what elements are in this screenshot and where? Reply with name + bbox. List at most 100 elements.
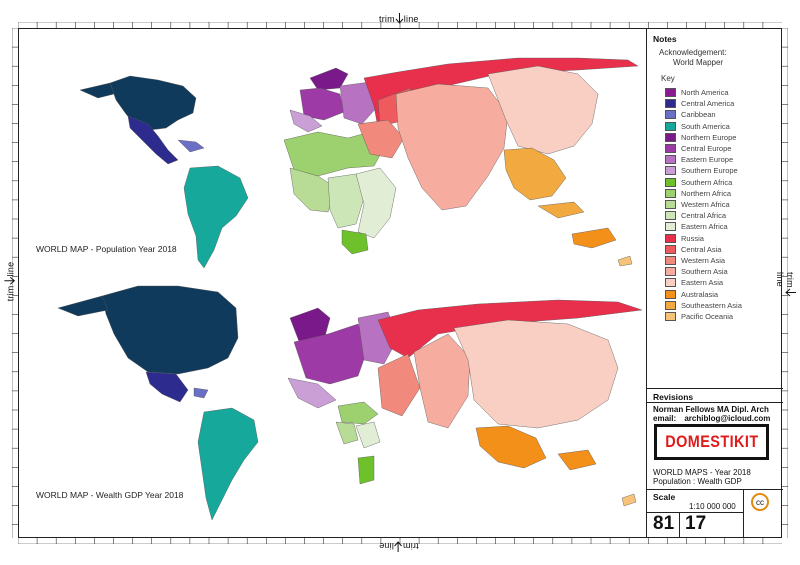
region-central-america bbox=[127, 115, 179, 165]
region-southeastern-asia-gdp bbox=[475, 425, 547, 469]
region-central-europe-gdp bbox=[293, 323, 369, 385]
key-swatch bbox=[665, 200, 676, 209]
key-swatch bbox=[665, 121, 676, 131]
region-northern-europe bbox=[309, 67, 349, 91]
creative-commons-icon: cc bbox=[751, 493, 769, 511]
project-subtitle: Population : Wealth GDP bbox=[653, 477, 742, 486]
region-southeastern-asia-islands bbox=[537, 201, 585, 219]
region-northern-europe-gdp bbox=[289, 307, 331, 345]
scale-value: 1:10 000 000 bbox=[689, 502, 736, 511]
key-swatch bbox=[665, 99, 676, 109]
population-map-caption: WORLD MAP - Population Year 2018 bbox=[36, 244, 177, 254]
key-swatch bbox=[665, 166, 676, 176]
key-label: Eastern Europe bbox=[681, 155, 734, 165]
region-southeastern-asia bbox=[503, 147, 567, 201]
acknowledgement-source: World Mapper bbox=[673, 58, 724, 67]
key-item: Pacific Oceania bbox=[665, 312, 733, 321]
trim-label-right: trimline bbox=[775, 272, 796, 301]
divider bbox=[647, 402, 783, 403]
key-label: Pacific Oceania bbox=[681, 312, 734, 321]
key-swatch bbox=[665, 177, 676, 187]
key-label: Western Africa bbox=[681, 200, 730, 209]
divider bbox=[743, 489, 744, 538]
notes-title: Notes bbox=[653, 34, 677, 44]
region-eastern-africa bbox=[355, 167, 397, 239]
key-label: Southeastern Asia bbox=[681, 300, 742, 310]
region-western-africa-gdp bbox=[335, 421, 359, 445]
region-eastern-africa-gdp bbox=[355, 421, 381, 449]
key-item: Southern Europe bbox=[665, 166, 738, 176]
key-swatch bbox=[665, 188, 676, 198]
region-southern-europe-gdp bbox=[287, 377, 337, 409]
key-item: Australasia bbox=[665, 289, 719, 299]
logo-text: DOMESTIKIT bbox=[664, 432, 759, 451]
author-name: Norman Fellows MA Dipl. Arch bbox=[653, 405, 769, 414]
key-label: Western Asia bbox=[681, 256, 726, 265]
key-swatch bbox=[665, 289, 676, 299]
divider bbox=[647, 388, 783, 389]
drawing-frame bbox=[18, 28, 782, 538]
divider bbox=[647, 512, 743, 513]
region-eastern-asia-gdp bbox=[453, 319, 619, 429]
divider bbox=[679, 512, 680, 538]
region-northern-africa-gdp bbox=[337, 401, 379, 425]
region-eastern-asia bbox=[487, 65, 599, 155]
region-southern-asia bbox=[395, 83, 509, 211]
key-title: Key bbox=[661, 74, 675, 83]
key-item: Western Africa bbox=[665, 200, 730, 209]
key-item: Northern Europe bbox=[665, 132, 737, 142]
region-southern-europe bbox=[289, 109, 323, 133]
key-swatch bbox=[665, 155, 676, 165]
key-label: Caribbean bbox=[681, 110, 716, 120]
region-north-america-gdp bbox=[101, 285, 239, 375]
key-item: Southeastern Asia bbox=[665, 300, 742, 310]
key-swatch bbox=[665, 132, 676, 142]
key-item: North America bbox=[665, 88, 729, 97]
key-label: Central Asia bbox=[681, 244, 722, 254]
map-panel: WORLD MAP - Population Year 2018 WORLD M… bbox=[18, 28, 646, 538]
region-eastern-europe bbox=[339, 81, 379, 125]
key-swatch bbox=[665, 144, 676, 153]
key-swatch bbox=[665, 88, 676, 97]
key-swatch bbox=[665, 110, 676, 120]
cartogram-maps bbox=[57, 57, 643, 521]
key-label: Southern Asia bbox=[681, 267, 728, 277]
ruler-right bbox=[782, 28, 788, 538]
domestikit-logo: DOMESTIKIT bbox=[654, 424, 769, 460]
key-item: Central Asia bbox=[665, 244, 722, 254]
key-swatch bbox=[665, 267, 676, 277]
region-western-asia-gdp bbox=[377, 353, 421, 417]
acknowledgement-label: Acknowledgement: bbox=[659, 48, 727, 57]
region-australasia-gdp bbox=[557, 449, 597, 471]
region-south-america bbox=[183, 165, 249, 269]
email-row: email: archiblog@icloud.com bbox=[653, 414, 770, 423]
key-item: Northern Africa bbox=[665, 188, 731, 198]
scale-title: Scale bbox=[653, 492, 676, 502]
key-swatch bbox=[665, 300, 676, 310]
key-item: Southern Asia bbox=[665, 267, 728, 277]
key-swatch bbox=[665, 278, 676, 288]
region-central-america-gdp bbox=[145, 371, 189, 403]
key-item: Eastern Asia bbox=[665, 278, 723, 288]
key-item: Western Asia bbox=[665, 256, 725, 265]
region-alaska-gdp bbox=[57, 295, 109, 317]
key-item: Southern Africa bbox=[665, 177, 732, 187]
project-title: WORLD MAPS - Year 2018 bbox=[653, 468, 751, 477]
key-label: Central America bbox=[681, 99, 735, 109]
key-item: Eastern Africa bbox=[665, 222, 728, 232]
key-label: Eastern Africa bbox=[681, 222, 728, 232]
ruler-left bbox=[12, 28, 18, 538]
key-item: Caribbean bbox=[665, 110, 716, 120]
ruler-bottom bbox=[18, 538, 782, 544]
key-swatch bbox=[665, 222, 676, 232]
region-western-asia bbox=[357, 119, 405, 159]
key-label: Australasia bbox=[681, 289, 719, 299]
key-item: Central Europe bbox=[665, 144, 731, 153]
key-item: Central Africa bbox=[665, 211, 726, 221]
key-swatch bbox=[665, 233, 676, 243]
email-label: email: bbox=[653, 414, 677, 423]
key-label: Russia bbox=[681, 233, 704, 243]
key-label: Northern Europe bbox=[681, 132, 737, 142]
ruler-top bbox=[18, 22, 782, 28]
region-alaska bbox=[79, 82, 115, 99]
